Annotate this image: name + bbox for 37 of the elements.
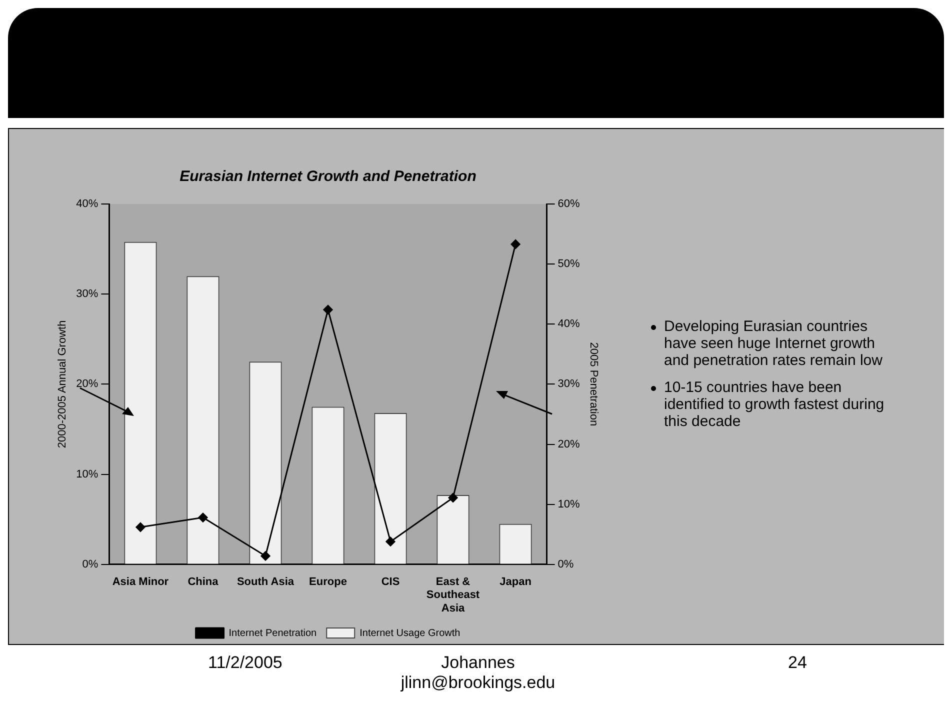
legend-label: Internet Penetration [228, 628, 317, 639]
y-tick-label: 30% [76, 288, 98, 300]
y-tick-label: 10% [76, 468, 98, 480]
point [323, 304, 333, 314]
point [198, 512, 208, 522]
y2-tick-label: 40% [558, 318, 580, 330]
y2-tick-label: 0% [558, 558, 574, 570]
y2-tick-label: 20% [558, 438, 580, 450]
x-tick-label: CIS [381, 576, 400, 588]
y-tick-label: 40% [76, 198, 98, 210]
point [260, 551, 270, 561]
point [136, 522, 146, 532]
text: Developing Eurasian countries have seen huge Internet growth and penetration rates remain low [664, 318, 882, 369]
x-tick-label: Asia Minor [112, 576, 170, 588]
chart-title: Eurasian Internet Growth and Penetration [180, 168, 476, 186]
y2-tick-label: 30% [558, 378, 580, 390]
point [448, 492, 458, 502]
legend-label: Internet Usage Growth [360, 628, 460, 639]
text: jlinn@brookings.edu [400, 673, 556, 692]
text: 10-15 countries have been identified to growth fastest during this decade [664, 379, 884, 430]
y-tick-label: 0% [82, 558, 98, 570]
text: Johannes [441, 653, 515, 672]
x-tick-label: Europe [309, 576, 347, 588]
x-tick-label: South Asia [236, 576, 295, 588]
y2-tick-label: 10% [558, 498, 580, 510]
x-tick-label: China [188, 576, 220, 588]
x-tick-label: Japan [500, 576, 532, 588]
y-axis-title: 2000-2005 Annual Growth [56, 320, 69, 448]
y2-tick-label: 60% [558, 198, 580, 210]
text: 24 [788, 653, 807, 673]
y-tick-label: 20% [76, 378, 98, 390]
text: 11/2/2005 [208, 653, 282, 673]
point [386, 536, 396, 546]
y2-tick-label: 50% [558, 258, 580, 270]
y2-axis-title: 2005 Penetration [587, 342, 600, 426]
point [510, 239, 520, 249]
x-tick-label: East & Southeast Asia [426, 576, 480, 614]
